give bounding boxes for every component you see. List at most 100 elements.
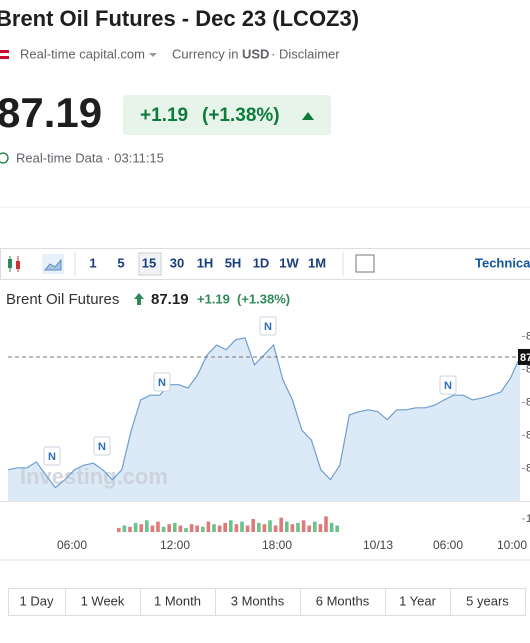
interval[interactable]: 1H [197, 255, 214, 270]
volume-bar [161, 526, 166, 532]
volume-bar [128, 526, 132, 532]
x-tick-label: 10:00 [497, 538, 527, 552]
volume-bar [139, 524, 143, 532]
volume-bar [156, 521, 160, 532]
clock-icon [0, 152, 9, 164]
news-badge[interactable] [259, 316, 277, 336]
y-tick-label: 86 [526, 429, 530, 441]
volume-bar [285, 521, 289, 532]
volume-bar [201, 526, 205, 532]
legend-change-pct: (+1.38%) [237, 291, 290, 306]
y-tick-label: 87 [526, 363, 530, 375]
table-icon[interactable] [355, 254, 375, 273]
volume-bar [223, 522, 227, 532]
interval[interactable]: 1M [308, 255, 326, 270]
range-tab[interactable] [450, 588, 526, 616]
volume-bar [290, 524, 295, 532]
volume-bar [206, 521, 211, 532]
range-label[interactable]: 1 Day [20, 593, 54, 608]
volume-bar [268, 520, 272, 532]
interval[interactable]: 15 [142, 255, 156, 270]
range-tab[interactable] [385, 588, 451, 616]
x-tick-label: 12:00 [160, 538, 190, 552]
caret [149, 53, 157, 57]
area [8, 337, 520, 502]
x-tick-label: 06:00 [433, 538, 463, 552]
volume-bar [245, 525, 250, 532]
range-label[interactable]: 3 Months [231, 593, 285, 608]
volume-bar [324, 516, 328, 532]
range-tab[interactable] [140, 588, 216, 616]
y-tick-label: 87.5 [526, 330, 530, 342]
volume-bar [273, 525, 278, 532]
volume-bar [133, 522, 138, 532]
news-label: N [98, 441, 106, 453]
change-pct: (+1.38%) [202, 105, 280, 126]
news-label: N [48, 451, 56, 463]
volume-bar [279, 517, 283, 532]
news-label: N [158, 377, 166, 389]
volume-bar [178, 525, 183, 532]
range-tab[interactable] [215, 588, 301, 616]
range-label[interactable]: 1 Month [154, 593, 201, 608]
interval[interactable]: 1W [279, 255, 299, 270]
currency-prefix: Currency in [172, 46, 238, 61]
volume-bar [240, 521, 244, 532]
volume-bar [234, 524, 239, 532]
volume-bar [150, 525, 155, 532]
interval[interactable]: 1D [253, 255, 270, 270]
price-tag-label: 87.19 [520, 352, 530, 364]
volume-bar [212, 524, 216, 532]
interval[interactable]: 30 [170, 255, 184, 270]
volume-bar [301, 520, 306, 532]
legend-name: Brent Oil Futures [6, 291, 119, 308]
y-tick-label: 86.5 [526, 396, 530, 408]
disclaimer[interactable]: · Disclaimer [271, 46, 340, 61]
range-tab[interactable] [300, 588, 386, 616]
range-label[interactable]: 1 Week [81, 593, 125, 608]
range-label[interactable]: 5 years [466, 593, 509, 608]
volume-bar [307, 525, 311, 532]
range-tabs: 1 Day 1 Week 1 Month 3 Months 6 Months 1 Year… [8, 588, 526, 616]
x-tick-label: 10/13 [363, 538, 393, 552]
x-tick-label: 06:00 [57, 538, 87, 552]
legend-change: +1.19 [197, 291, 230, 306]
range-tab[interactable] [8, 588, 66, 616]
interval[interactable]: 5H [225, 255, 242, 270]
range-label[interactable]: 1 Year [399, 593, 437, 608]
candle-icon[interactable] [8, 256, 20, 272]
legend-price: 87.19 [151, 291, 189, 308]
selected-interval [138, 252, 162, 276]
source[interactable]: Real-time capital.com [20, 46, 145, 61]
news-badge[interactable] [439, 375, 457, 395]
title: Brent Oil Futures - Dec 23 (LCOZ3) [0, 6, 359, 31]
technical[interactable]: Technical [475, 255, 530, 270]
news-badge[interactable] [153, 372, 171, 392]
watermark: Investing.com [20, 464, 168, 489]
change: +1.19 [140, 105, 188, 126]
price: 87.19 [0, 89, 102, 136]
volume-bar [122, 525, 127, 532]
y-tick-label: 85.5 [526, 462, 530, 474]
interval[interactable]: 5 [117, 255, 124, 270]
legend-arrow [134, 293, 144, 305]
price-tag [518, 348, 530, 365]
interval[interactable]: 1 [89, 255, 96, 270]
volume-bar [117, 528, 121, 532]
volume-bar [145, 520, 149, 532]
toolbar [0, 248, 530, 280]
change-box [123, 95, 331, 135]
news-badge[interactable] [43, 446, 61, 466]
news-label: N [444, 380, 452, 392]
news-badge[interactable] [93, 436, 111, 456]
volume-tick-label: 10 [526, 513, 530, 525]
volume-bar [217, 525, 222, 532]
x-tick-label: 18:00 [262, 538, 292, 552]
volume-bar [329, 522, 334, 532]
range-label[interactable]: 6 Months [316, 593, 370, 608]
volume-bar [296, 522, 300, 532]
area-icon [43, 258, 62, 271]
volume-bar [167, 524, 171, 532]
volume-bar [262, 524, 267, 532]
